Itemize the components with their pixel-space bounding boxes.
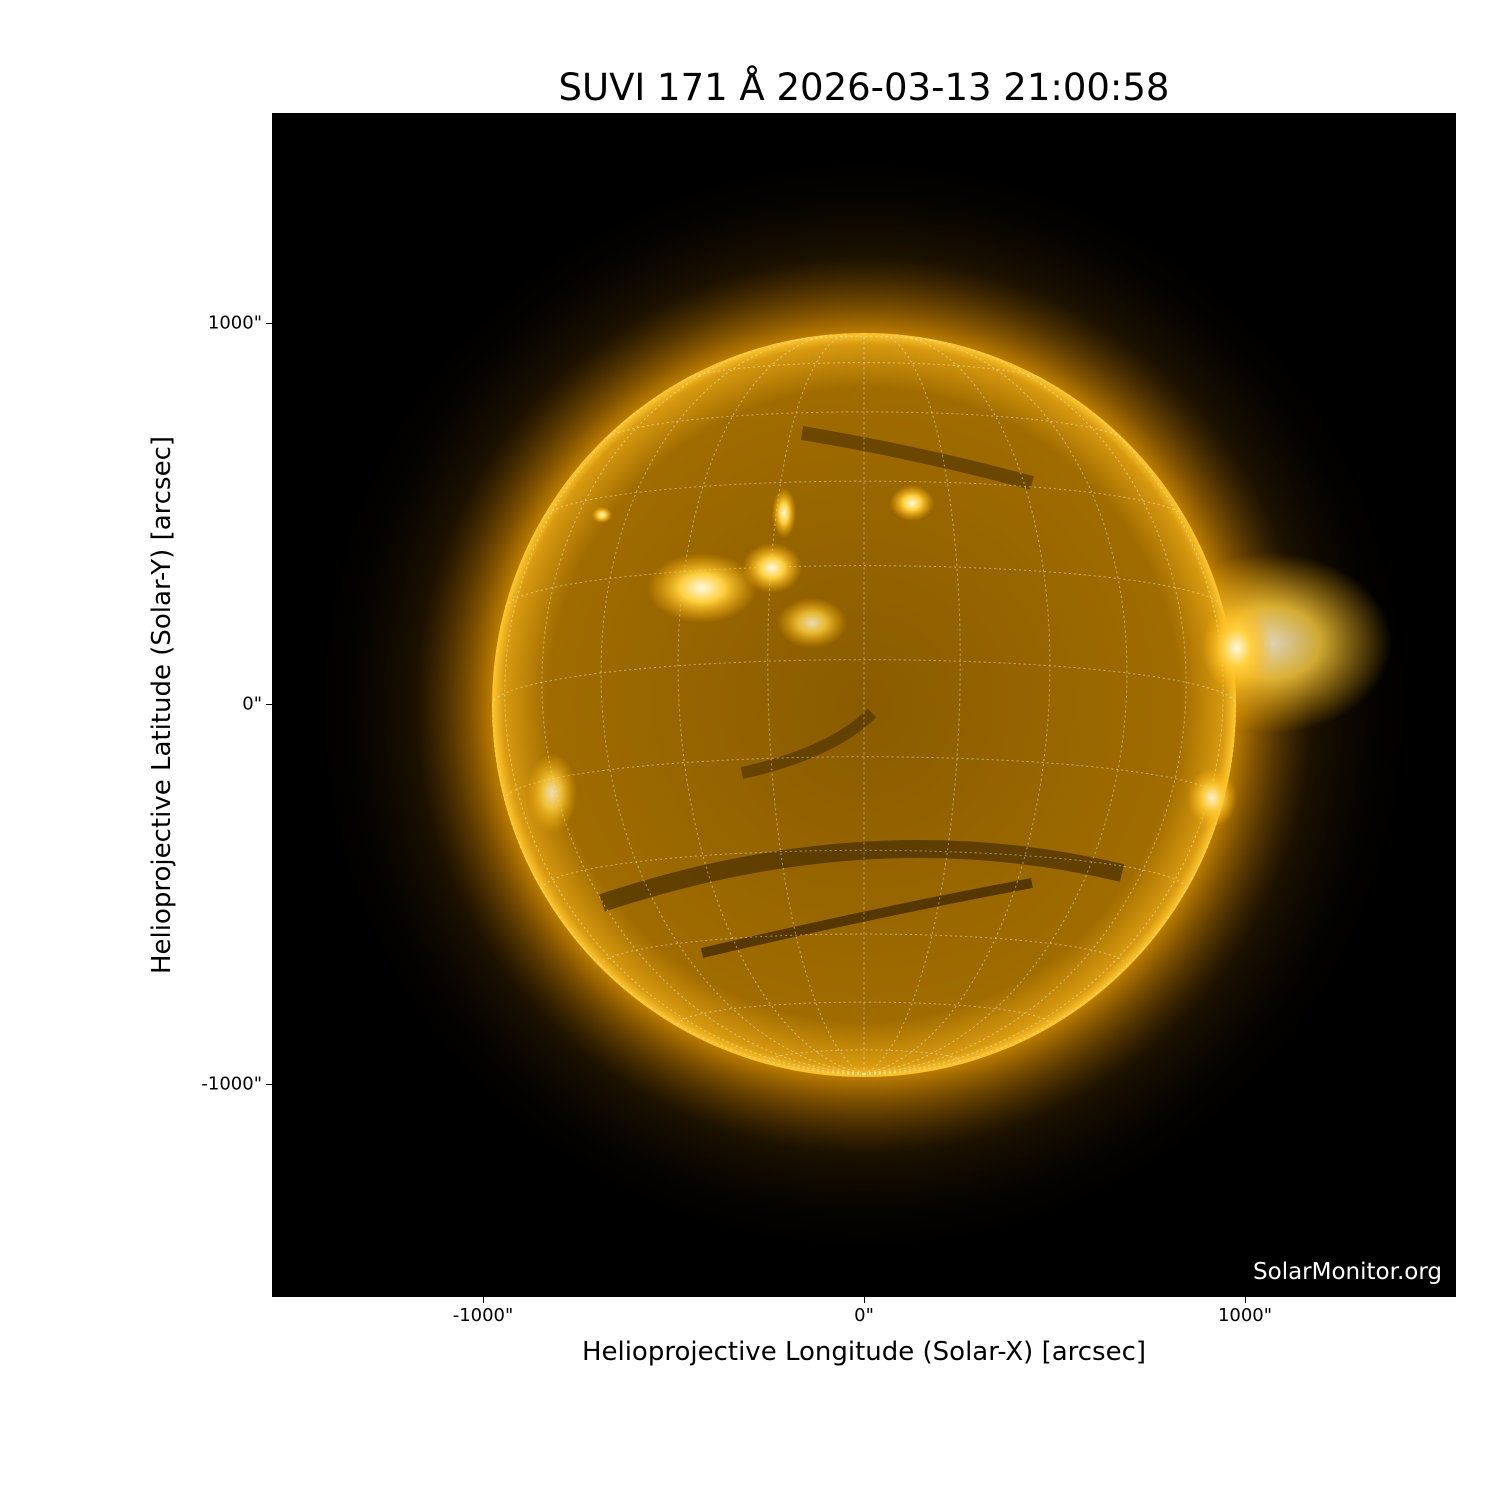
- y-tick-label: 0": [242, 693, 262, 715]
- y-tick-label: -1000": [201, 1073, 262, 1095]
- grid-line: [677, 1001, 1051, 1025]
- grid-line: [684, 362, 1044, 380]
- grid-line: [863, 333, 1051, 1075]
- grid-line: [780, 336, 948, 343]
- grid-line: [600, 933, 1128, 967]
- x-tick-label: 0": [854, 1305, 874, 1326]
- x-tick-mark: [864, 1297, 865, 1303]
- solar-disk: [492, 333, 1236, 1077]
- x-tick-mark: [1245, 1297, 1246, 1303]
- grid-line: [504, 565, 1224, 608]
- grid-line: [677, 333, 865, 1075]
- grid-line: [863, 333, 961, 1075]
- plot-title: SUVI 171 Å 2026-03-13 21:00:58: [558, 66, 1170, 109]
- solar-image-axes: SolarMonitor.org: [272, 113, 1456, 1297]
- grid-line: [767, 333, 865, 1075]
- x-tick-label: 1000": [1217, 1305, 1273, 1326]
- watermark: SolarMonitor.org: [1253, 1259, 1442, 1285]
- grid-line: [543, 480, 1185, 517]
- grid-line: [863, 336, 1128, 1075]
- y-tick-mark: [266, 704, 272, 705]
- x-axis-label: Helioprojective Longitude (Solar-X) [arc…: [581, 1337, 1147, 1367]
- y-tick-mark: [266, 1084, 272, 1085]
- x-tick-mark: [483, 1297, 484, 1303]
- x-tick-label: -1000": [452, 1305, 514, 1326]
- grid-line: [492, 659, 1236, 706]
- y-axis-label: Helioprojective Latitude (Solar-Y) [arcs…: [147, 435, 177, 975]
- y-tick-mark: [266, 323, 272, 324]
- grid-line: [492, 704, 865, 1075]
- grid-line: [600, 336, 865, 1075]
- grid-line: [603, 411, 1125, 440]
- grid-line: [504, 370, 865, 1075]
- disk-features: [492, 333, 1236, 1075]
- y-tick-label: 1000": [207, 312, 262, 334]
- sun-image: [304, 145, 1424, 1265]
